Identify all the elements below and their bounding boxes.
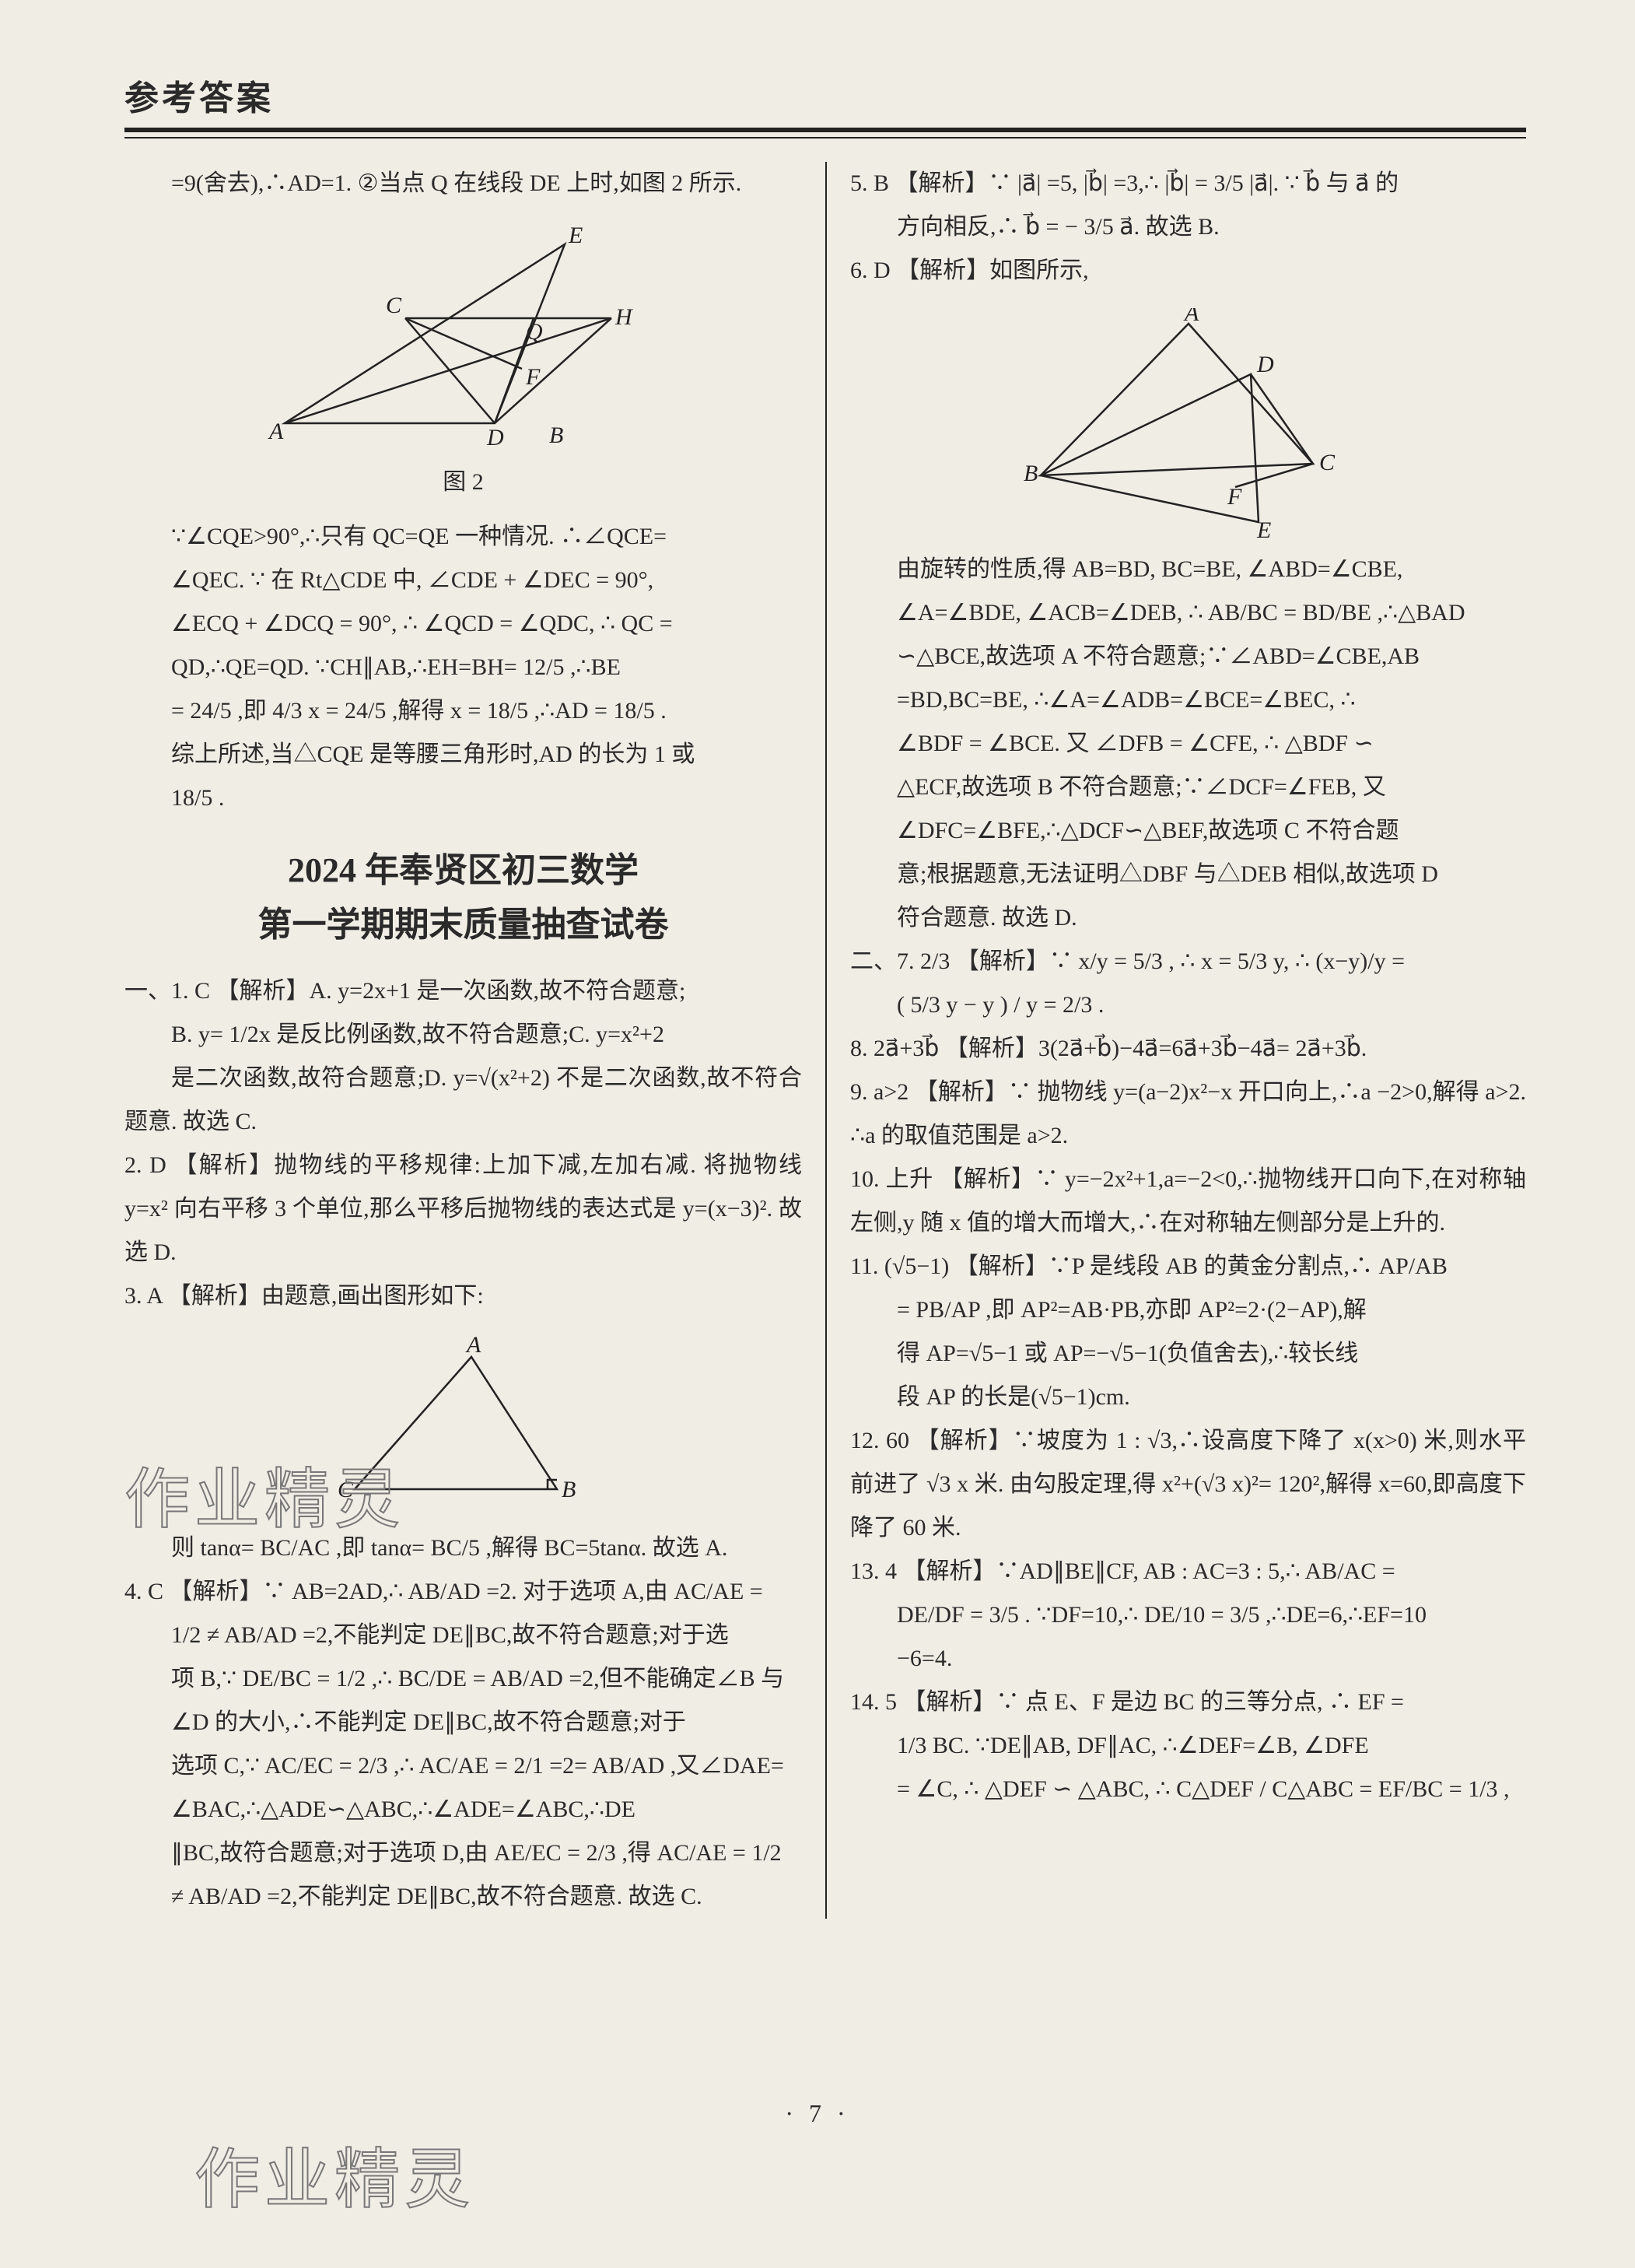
left-post-0: ∵∠CQE>90°,∴只有 QC=QE 一种情况. ∴∠QCE= <box>124 515 802 559</box>
q1-head: 一、1. C 【解析】A. y=2x+1 是一次函数,故不符合题意; <box>124 969 802 1013</box>
q9: 9. a>2 【解析】∵ 抛物线 y=(a−2)x²−x 开口向上,∴a −2>… <box>850 1071 1526 1158</box>
left-post-5: 综上所述,当△CQE 是等腰三角形时,AD 的长为 1 或 <box>124 733 802 776</box>
q4-6: ∥BC,故符合题意;对于选项 D,由 AE/EC = 2/3 ,得 AC/AE … <box>124 1832 802 1875</box>
q11-3: 段 AP 的长是(√5−1)cm. <box>850 1376 1526 1419</box>
q7-0: 二、7. 2/3 【解析】∵ x/y = 5/3 , ∴ x = 5/3 y, … <box>850 940 1526 983</box>
page: 参考答案 =9(舍去),∴AD=1. ②当点 Q 在线段 DE 上时,如图 2 … <box>0 0 1635 2268</box>
page-header: 参考答案 <box>124 70 1526 123</box>
rule-thick <box>124 128 1526 132</box>
fig6-label-B: B <box>1024 461 1038 486</box>
fig6-label-E: E <box>1256 517 1271 542</box>
q6-head: 6. D 【解析】如图所示, <box>850 249 1526 293</box>
exam-title: 2024 年奉贤区初三数学 第一学期期末质量抽查试卷 <box>124 843 802 952</box>
q4-5: ∠BAC,∴△ADE∽△ABC,∴∠ADE=∠ABC,∴DE <box>124 1788 802 1832</box>
fig3-label-B: B <box>562 1477 576 1502</box>
left-post-4: = 24/5 ,即 4/3 x = 24/5 ,解得 x = 18/5 ,∴AD… <box>124 689 802 733</box>
q7-1: ( 5/3 y − y ) / y = 2/3 . <box>850 983 1526 1027</box>
q3-tail: 则 tanα= BC/AC ,即 tanα= BC/5 ,解得 BC=5tanα… <box>124 1527 802 1570</box>
fig2-label-E: E <box>568 223 583 248</box>
figure-2: A B C D E F H Q <box>261 221 666 454</box>
q5-0: 5. B 【解析】∵ |a⃗| =5, |b⃗| =3,∴ |b⃗| = 3/5… <box>850 162 1526 205</box>
fig2-label-Q: Q <box>526 319 543 345</box>
left-post-6: 18/5 . <box>124 776 802 820</box>
q4-0: 4. C 【解析】∵ AB=2AD,∴ AB/AD =2. 对于选项 A,由 A… <box>124 1570 802 1614</box>
q14-1: 1/3 BC. ∵DE∥AB, DF∥AC, ∴∠DEF=∠B, ∠DFE <box>850 1724 1526 1768</box>
rule-thin <box>124 137 1526 138</box>
fig6-label-D: D <box>1256 352 1274 377</box>
q11-2: 得 AP=√5−1 或 AP=−√5−1(负值舍去),∴较长线 <box>850 1332 1526 1376</box>
q14-0: 14. 5 【解析】∵ 点 E、F 是边 BC 的三等分点, ∴ EF = <box>850 1681 1526 1724</box>
left-pre-fig: =9(舍去),∴AD=1. ②当点 Q 在线段 DE 上时,如图 2 所示. <box>124 162 802 205</box>
q5-1: 方向相反,∴ b⃗ = − 3/5 a⃗. 故选 B. <box>850 205 1526 249</box>
q4-2: 项 B,∵ DE/BC = 1/2 ,∴ BC/DE = AB/AD =2,但不… <box>124 1657 802 1701</box>
q4-7: ≠ AB/AD =2,不能判定 DE∥BC,故不符合题意. 故选 C. <box>124 1875 802 1919</box>
q14-2: = ∠C, ∴ △DEF ∽ △ABC, ∴ C△DEF / C△ABC = E… <box>850 1768 1526 1811</box>
q12: 12. 60 【解析】∵坡度为 1 : √3,∴设高度下降了 x(x>0) 米,… <box>850 1419 1526 1550</box>
q10: 10. 上升 【解析】∵ y=−2x²+1,a=−2<0,∴抛物线开口向下,在对… <box>850 1158 1526 1245</box>
fig2-label-D: D <box>486 425 504 450</box>
page-number: · 7 · <box>0 2099 1635 2128</box>
q2: 2. D 【解析】抛物线的平移规律:上加下减,左加右减. 将抛物线 y=x² 向… <box>124 1144 802 1274</box>
q11-1: = PB/AP ,即 AP²=AB·PB,亦即 AP²=2·(2−AP),解 <box>850 1288 1526 1332</box>
fig6-label-F: F <box>1227 484 1242 510</box>
q11-0: 11. (√5−1) 【解析】∵P 是线段 AB 的黄金分割点,∴ AP/AB <box>850 1245 1526 1288</box>
q13-0: 13. 4 【解析】∵AD∥BE∥CF, AB : AC=3 : 5,∴ AB/… <box>850 1550 1526 1593</box>
q6-8: 符合题意. 故选 D. <box>850 896 1526 940</box>
q4-1: 1/2 ≠ AB/AD =2,不能判定 DE∥BC,故不符合题意;对于选 <box>124 1614 802 1657</box>
exam-title-line1: 2024 年奉贤区初三数学 <box>124 843 802 898</box>
q6-3: =BD,BC=BE, ∴∠A=∠ADB=∠BCE=∠BEC, ∴ <box>850 678 1526 722</box>
fig2-label-A: A <box>268 419 284 444</box>
fig2-label-B: B <box>549 422 563 448</box>
q1-c: 是二次函数,故符合题意;D. y=√(x²+2) 不是二次函数,故不符合题意. … <box>124 1057 802 1144</box>
figure-2-caption: 图 2 <box>124 461 802 504</box>
q1-b: B. y= 1/2x 是反比例函数,故不符合题意;C. y=x²+2 <box>124 1013 802 1057</box>
exam-title-line2: 第一学期期末质量抽查试卷 <box>124 898 802 952</box>
figure-q6: A B C D E F <box>1010 308 1367 542</box>
left-post-1: ∠QEC. ∵ 在 Rt△CDE 中, ∠CDE + ∠DEC = 90°, <box>124 559 802 602</box>
watermark-2: 作业精灵 <box>194 2127 474 2221</box>
fig6-label-A: A <box>1183 308 1199 326</box>
column-right: 5. B 【解析】∵ |a⃗| =5, |b⃗| =3,∴ |b⃗| = 3/5… <box>825 162 1526 1919</box>
q8: 8. 2a⃗+3b⃗ 【解析】3(2a⃗+b⃗)−4a⃗=6a⃗+3b⃗−4a⃗… <box>850 1027 1526 1071</box>
q6-6: ∠DFC=∠BFE,∴△DCF∽△BEF,故选项 C 不符合题 <box>850 809 1526 853</box>
fig2-label-C: C <box>386 293 402 318</box>
fig3-label-C: C <box>338 1477 354 1502</box>
q6-0: 由旋转的性质,得 AB=BD, BC=BE, ∠ABD=∠CBE, <box>850 548 1526 591</box>
q4-3: ∠D 的大小,∴不能判定 DE∥BC,故不符合题意;对于 <box>124 1701 802 1744</box>
q4-4: 选项 C,∵ AC/EC = 2/3 ,∴ AC/AE = 2/1 =2= AB… <box>124 1744 802 1788</box>
column-left: =9(舍去),∴AD=1. ②当点 Q 在线段 DE 上时,如图 2 所示. A… <box>124 162 825 1919</box>
q6-4: ∠BDF = ∠BCE. 又 ∠DFB = ∠CFE, ∴ △BDF ∽ <box>850 722 1526 766</box>
fig2-label-F: F <box>525 364 541 390</box>
q13-2: −6=4. <box>850 1637 1526 1681</box>
q6-1: ∠A=∠BDE, ∠ACB=∠DEB, ∴ AB/BC = BD/BE ,∴△B… <box>850 591 1526 635</box>
q6-5: △ECF,故选项 B 不符合题意;∵∠DCF=∠FEB, 又 <box>850 766 1526 809</box>
q3-head: 3. A 【解析】由题意,画出图形如下: <box>124 1274 802 1318</box>
left-post-2: ∠ECQ + ∠DCQ = 90°, ∴ ∠QCD = ∠QDC, ∴ QC = <box>124 602 802 646</box>
fig3-label-A: A <box>465 1334 481 1358</box>
fig6-label-C: C <box>1319 450 1336 475</box>
q6-7: 意;根据题意,无法证明△DBF 与△DEB 相似,故选项 D <box>850 853 1526 896</box>
q13-1: DE/DF = 3/5 . ∵DF=10,∴ DE/10 = 3/5 ,∴DE=… <box>850 1593 1526 1637</box>
figure-q3: A B C <box>324 1334 604 1520</box>
q6-2: ∽△BCE,故选项 A 不符合题意;∵∠ABD=∠CBE,AB <box>850 635 1526 678</box>
fig2-label-H: H <box>614 304 634 330</box>
left-post-3: QD,∴QE=QD. ∵CH∥AB,∴EH=BH= 12/5 ,∴BE <box>124 646 802 689</box>
columns: =9(舍去),∴AD=1. ②当点 Q 在线段 DE 上时,如图 2 所示. A… <box>124 162 1526 1919</box>
